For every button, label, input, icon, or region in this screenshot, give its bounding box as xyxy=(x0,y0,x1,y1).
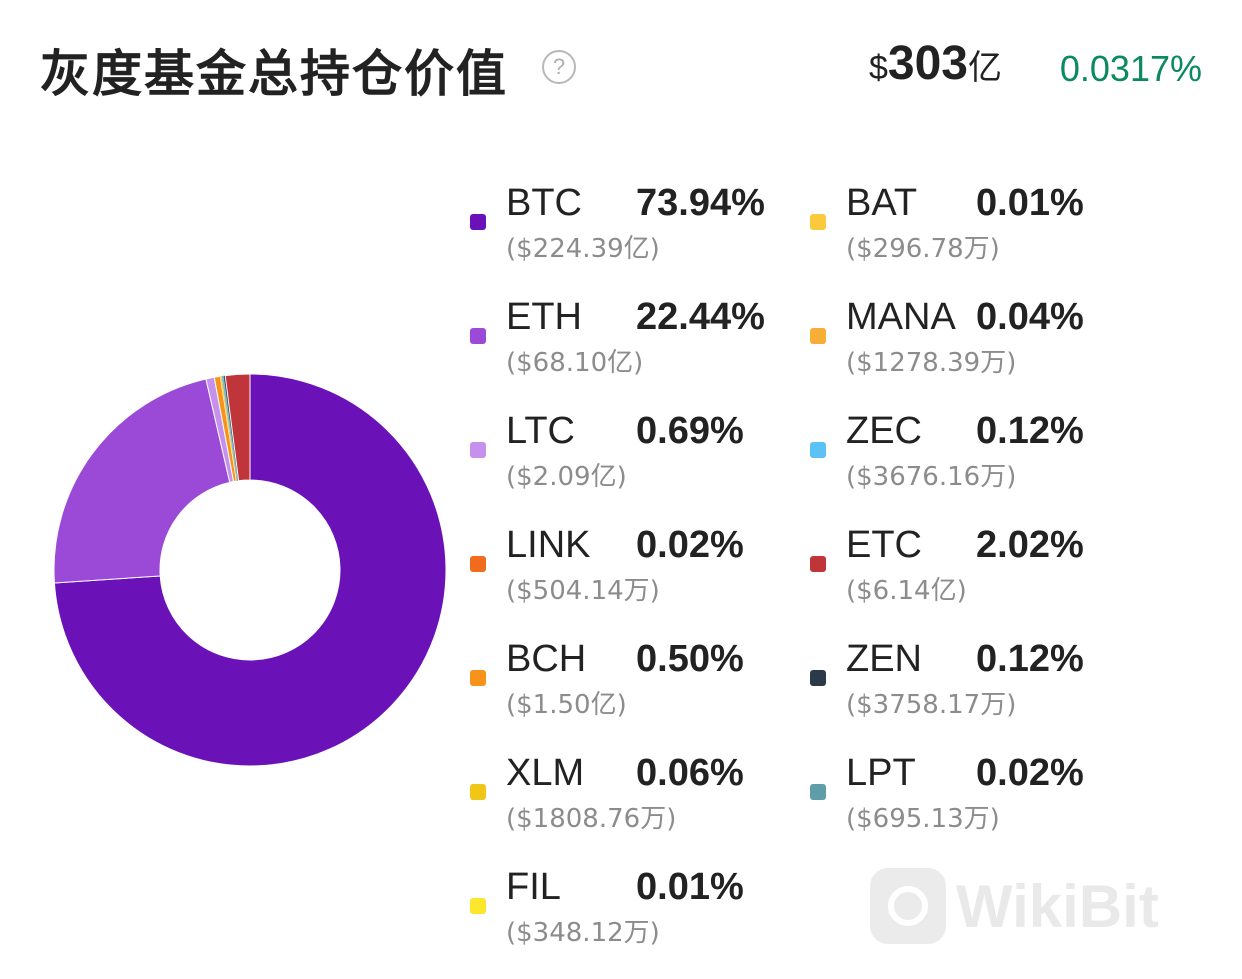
legend-percent: 0.04% xyxy=(976,296,1084,338)
legend-percent: 0.02% xyxy=(976,752,1084,794)
legend-symbol: ZEC xyxy=(846,410,922,452)
legend-item-mana[interactable]: MANA 0.04% ($1278.39万) xyxy=(810,296,1110,378)
legend-symbol: BTC xyxy=(506,182,582,224)
slice-zec[interactable] xyxy=(221,375,238,481)
legend-swatch xyxy=(470,898,486,914)
legend-symbol: XLM xyxy=(506,752,585,794)
legend-amount: ($3758.17万) xyxy=(846,690,1017,720)
legend-swatch xyxy=(810,784,826,800)
legend-symbol: BAT xyxy=(846,182,918,224)
legend-percent: 0.12% xyxy=(976,410,1084,452)
slice-fil[interactable] xyxy=(221,376,237,481)
legend-swatch xyxy=(810,556,826,572)
legend-percent: 22.44% xyxy=(636,296,765,338)
legend-symbol: LPT xyxy=(846,752,916,794)
slice-bch[interactable] xyxy=(213,375,237,483)
legend-amount: ($68.10亿) xyxy=(506,348,644,378)
total-number: 303 xyxy=(887,37,968,90)
legend-item-bch[interactable]: BCH 0.50% ($1.50亿) xyxy=(470,638,770,720)
legend-item-xlm[interactable]: XLM 0.06% ($1808.76万) xyxy=(470,752,770,834)
slice-lpt[interactable] xyxy=(223,375,238,481)
legend-swatch xyxy=(470,442,486,458)
legend-swatch xyxy=(810,670,826,686)
legend-swatch xyxy=(470,214,486,230)
legend-symbol: ZEN xyxy=(846,638,922,680)
legend-amount: ($348.12万) xyxy=(506,918,660,948)
legend-swatch xyxy=(470,784,486,800)
legend-symbol: ETH xyxy=(506,296,582,338)
legend-percent: 0.02% xyxy=(636,524,744,566)
legend-amount: ($3676.16万) xyxy=(846,462,1017,492)
legend-item-etc[interactable]: ETC 2.02% ($6.14亿) xyxy=(810,524,1110,606)
slice-mana[interactable] xyxy=(221,376,238,481)
legend-swatch xyxy=(810,214,826,230)
wikibit-watermark: WikiBit xyxy=(870,868,1159,944)
legend-item-eth[interactable]: ETH 22.44% ($68.10亿) xyxy=(470,296,770,378)
legend-amount: ($296.78万) xyxy=(846,234,1000,264)
legend-percent: 2.02% xyxy=(976,524,1084,566)
slice-xlm[interactable] xyxy=(220,376,237,482)
legend-amount: ($6.14亿) xyxy=(846,576,967,606)
slice-bat[interactable] xyxy=(221,376,237,481)
legend-symbol: BCH xyxy=(506,638,587,680)
legend-percent: 0.06% xyxy=(636,752,744,794)
legend-item-btc[interactable]: BTC 73.94% ($224.39亿) xyxy=(470,182,770,264)
legend-item-fil[interactable]: FIL 0.01% ($348.12万) xyxy=(470,866,770,948)
legend-swatch xyxy=(810,442,826,458)
slice-btc[interactable] xyxy=(53,373,447,767)
legend-symbol: MANA xyxy=(846,296,956,338)
total-unit: 亿 xyxy=(968,48,1002,88)
donut-chart xyxy=(53,373,447,767)
legend-swatch xyxy=(470,556,486,572)
wikibit-logo-icon xyxy=(870,868,946,944)
legend-item-zen[interactable]: ZEN 0.12% ($3758.17万) xyxy=(810,638,1110,720)
total-currency: $ xyxy=(868,49,888,87)
legend-amount: ($224.39亿) xyxy=(506,234,660,264)
legend-percent: 73.94% xyxy=(636,182,765,224)
slice-etc[interactable] xyxy=(224,373,251,482)
legend-percent: 0.12% xyxy=(976,638,1084,680)
legend-percent: 0.50% xyxy=(636,638,744,680)
change-percent: 0.0317% xyxy=(1059,48,1202,89)
legend-swatch xyxy=(470,328,486,344)
total-holdings-value: $303亿 xyxy=(869,36,1002,91)
chart-header: 灰度基金总持仓价值 ? $303亿 0.0317% xyxy=(40,28,1202,108)
legend-item-link[interactable]: LINK 0.02% ($504.14万) xyxy=(470,524,770,606)
page-title: 灰度基金总持仓价值 xyxy=(40,45,508,103)
legend-item-ltc[interactable]: LTC 0.69% ($2.09亿) xyxy=(470,410,770,492)
legend-amount: ($1.50亿) xyxy=(506,690,627,720)
legend-item-lpt[interactable]: LPT 0.02% ($695.13万) xyxy=(810,752,1110,834)
slice-link[interactable] xyxy=(223,375,238,481)
legend-amount: ($1808.76万) xyxy=(506,804,677,834)
legend-symbol: LTC xyxy=(506,410,575,452)
legend-percent: 0.69% xyxy=(636,410,744,452)
legend-amount: ($504.14万) xyxy=(506,576,660,606)
legend-percent: 0.01% xyxy=(976,182,1084,224)
watermark-text: WikiBit xyxy=(956,872,1159,940)
legend-amount: ($2.09亿) xyxy=(506,462,627,492)
legend-symbol: LINK xyxy=(506,524,591,566)
legend-symbol: ETC xyxy=(846,524,922,566)
help-icon[interactable]: ? xyxy=(542,50,576,84)
legend-item-zec[interactable]: ZEC 0.12% ($3676.16万) xyxy=(810,410,1110,492)
legend-swatch xyxy=(810,328,826,344)
legend-swatch xyxy=(470,670,486,686)
legend-amount: ($1278.39万) xyxy=(846,348,1017,378)
legend-symbol: FIL xyxy=(506,866,561,908)
legend-item-bat[interactable]: BAT 0.01% ($296.78万) xyxy=(810,182,1110,264)
slice-eth[interactable] xyxy=(53,378,231,584)
legend-percent: 0.01% xyxy=(636,866,744,908)
legend-amount: ($695.13万) xyxy=(846,804,1000,834)
